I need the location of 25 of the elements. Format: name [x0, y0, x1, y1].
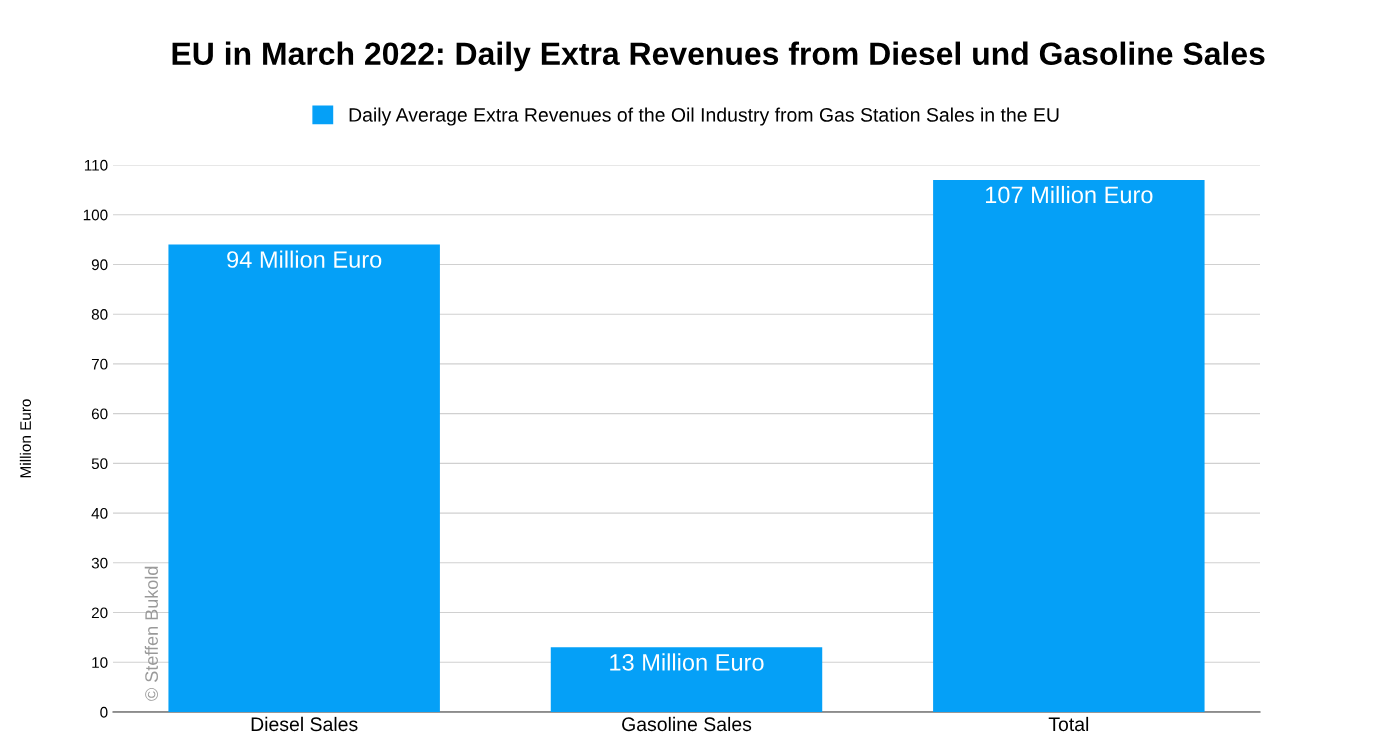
- y-tick-label: 0: [100, 706, 108, 718]
- data-label: 94 Million Euro: [227, 250, 382, 268]
- x-tick-label: Diesel Sales: [251, 716, 358, 732]
- data-label: 107 Million Euro: [985, 185, 1153, 204]
- bar: [550, 647, 823, 712]
- y-tick-label: 20: [91, 607, 108, 619]
- y-tick-label: 110: [84, 159, 108, 171]
- y-tick-label: 30: [91, 557, 108, 569]
- x-tick-label: Total: [1048, 716, 1089, 732]
- data-label: 13 Million Euro: [610, 653, 764, 671]
- bar: [168, 244, 440, 712]
- y-tick-label: 70: [91, 358, 108, 370]
- y-tick-label: 40: [91, 507, 108, 519]
- annotation: © Steffen Bukold: [144, 566, 158, 701]
- chart-title: EU in March 2022: Daily Extra Revenues from Diesel und Gasoline Sales: [172, 41, 1265, 72]
- x-tick-label: Gasoline Sales: [622, 716, 752, 732]
- legend-label: Daily Average Extra Revenues of the Oil Industry from Gas Station Sales in the EU: [349, 107, 1059, 126]
- y-tick-label: 50: [91, 458, 108, 470]
- y-axis-title: Million Euro: [19, 399, 32, 478]
- bar: [933, 179, 1205, 712]
- y-tick-label: 10: [92, 657, 108, 668]
- y-tick-label: 80: [91, 309, 108, 320]
- y-tick-label: 90: [91, 259, 108, 271]
- y-tick-label: 100: [83, 209, 108, 221]
- y-tick-label: 60: [91, 408, 108, 420]
